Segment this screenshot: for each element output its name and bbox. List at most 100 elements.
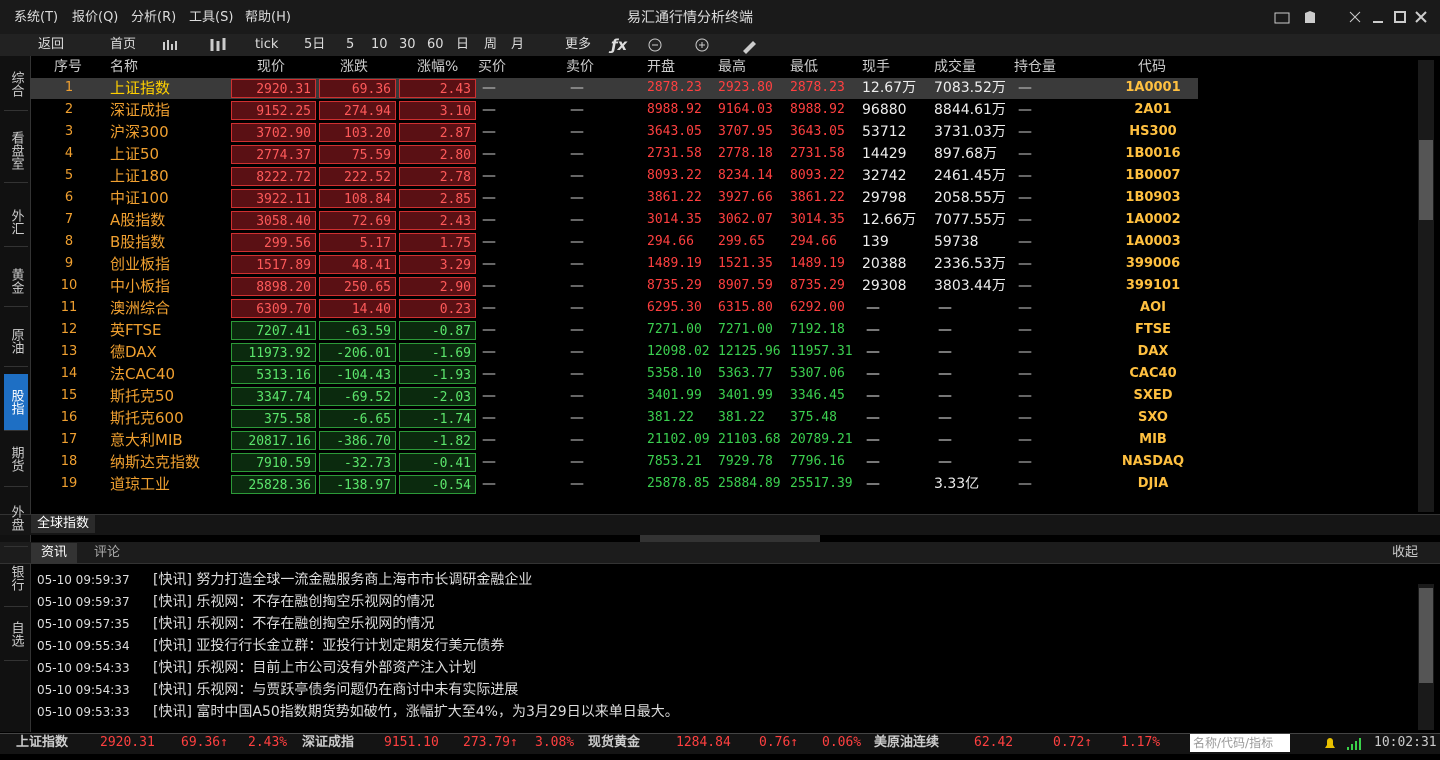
search-placeholder[interactable]: 名称/代码/指标	[1193, 736, 1274, 750]
sheet-tab[interactable]: 全球指数	[31, 515, 96, 533]
zoom-in[interactable]	[695, 38, 709, 52]
sidebar-tab[interactable]: 黄金	[4, 256, 28, 307]
row-name[interactable]: 斯托克50	[110, 387, 175, 405]
row-name[interactable]: 法CAC40	[110, 365, 176, 383]
menu-item[interactable]: 报价(Q)	[72, 10, 119, 25]
pen-icon[interactable]	[743, 41, 756, 54]
toolbar-btn[interactable]: 日	[456, 37, 470, 52]
row-name[interactable]: 上证180	[110, 167, 169, 185]
news-tab[interactable]: 评论	[94, 545, 121, 560]
news-headline[interactable]: [快讯] 乐视网：不存在融创掏空乐视网的情况	[153, 616, 435, 632]
news-headline[interactable]: [快讯] 富时中国A50指数期货势如破竹，涨幅扩大至4%，为3月29日以来单日最…	[153, 704, 679, 720]
row-name[interactable]: B股指数	[110, 233, 166, 251]
row-name[interactable]: 上证指数	[110, 79, 171, 97]
toolbar-btn[interactable]: 周	[484, 37, 498, 52]
sidebar-tab[interactable]: 股指	[4, 374, 28, 431]
menu-item[interactable]: 分析(R)	[131, 10, 177, 25]
menu-item[interactable]: 帮助(H)	[245, 10, 291, 25]
last-volume: —	[866, 476, 880, 492]
scrollbar[interactable]	[1418, 60, 1434, 512]
sidebar-tab[interactable]: 自选	[4, 608, 28, 661]
row-name[interactable]: 中小板指	[110, 277, 171, 295]
news-tab[interactable]: 资讯	[31, 543, 78, 563]
sidebar-tab[interactable]: 期货	[4, 432, 28, 487]
fx-icon[interactable]: ƒx	[608, 36, 629, 54]
restore-icon[interactable]	[1349, 11, 1361, 23]
row-name[interactable]: A股指数	[110, 211, 166, 229]
row-name[interactable]: 德DAX	[110, 343, 157, 361]
price-box: -1.74	[399, 409, 476, 428]
splitter[interactable]	[640, 535, 820, 542]
sidebar-tab[interactable]: 原油	[4, 316, 28, 367]
symbol-code: 1B0016	[1125, 146, 1181, 161]
row-name[interactable]: 道琼工业	[110, 475, 171, 493]
news-scroll-thumb[interactable]	[1419, 588, 1433, 683]
bell-icon[interactable]	[1325, 738, 1335, 748]
status-quote-change: 69.36↑	[181, 735, 228, 750]
volume: —	[938, 300, 952, 316]
toolbar-btn[interactable]: 返回	[38, 37, 65, 52]
news-headline[interactable]: [快讯] 乐视网：不存在融创掏空乐视网的情况	[153, 594, 435, 610]
toolbar-btn[interactable]: tick	[255, 37, 279, 52]
row-name[interactable]: 纳斯达克指数	[110, 453, 201, 471]
row-name[interactable]: 创业板指	[110, 255, 171, 273]
toolbar-btn[interactable]: 首页	[110, 37, 137, 52]
open-interest: —	[1018, 212, 1032, 228]
toolbar-btn[interactable]: 30	[399, 37, 416, 52]
toolbar-btn[interactable]: 月	[511, 37, 525, 52]
scroll-thumb[interactable]	[1419, 140, 1433, 220]
toolbar-btn[interactable]: 5日	[304, 37, 326, 52]
close-btn[interactable]	[1415, 11, 1427, 23]
row-name[interactable]: 上证50	[110, 145, 160, 163]
symbol-code: 1A0003	[1125, 234, 1181, 249]
column-header: 持仓量	[1014, 59, 1056, 75]
price-box: 222.52	[319, 167, 396, 186]
skin-icon[interactable]	[1305, 11, 1315, 23]
kline-icon[interactable]	[210, 38, 226, 51]
sidebar-tab[interactable]: 综合	[4, 58, 28, 111]
zoom-out[interactable]	[648, 38, 662, 52]
row-name[interactable]: 意大利MIB	[110, 431, 183, 449]
menu-item[interactable]: 工具(S)	[189, 10, 234, 25]
row-name[interactable]: 澳洲综合	[110, 299, 171, 317]
menu-item[interactable]: 系统(T)	[14, 10, 59, 25]
status-bar	[0, 733, 1440, 754]
ohl-value: 8093.22	[647, 168, 702, 183]
ohl-value: 3401.99	[718, 388, 773, 403]
chart-icon[interactable]	[163, 40, 177, 50]
news-headline[interactable]: [快讯] 乐视网：与贾跃亭债务问题仍在商讨中未有实际进展	[153, 682, 519, 698]
ask: —	[570, 278, 584, 294]
ohl-value: 25517.39	[790, 476, 853, 491]
price-box: 7910.59	[231, 453, 316, 472]
row-name[interactable]: 中证100	[110, 189, 169, 207]
ohl-value: 3643.05	[647, 124, 702, 139]
row-name[interactable]: 斯托克600	[110, 409, 184, 427]
search-box[interactable]	[1190, 734, 1290, 752]
bid: —	[482, 124, 496, 140]
row-name[interactable]: 英FTSE	[110, 321, 162, 339]
last-volume: 96880	[862, 102, 907, 118]
last-volume: 139	[862, 234, 889, 250]
collapse-btn[interactable]: 收起	[1392, 545, 1419, 560]
news-headline[interactable]: [快讯] 亚投行行长金立群：亚投行计划定期发行美元债券	[153, 638, 505, 654]
sidebar-tab[interactable]: 看盘室	[4, 118, 28, 183]
row-index: 8	[64, 234, 74, 249]
mail-icon[interactable]	[1274, 12, 1290, 24]
ohl-value: 7192.18	[790, 322, 845, 337]
status-quote-change: 0.76↑	[759, 735, 799, 750]
sidebar-tab[interactable]: 外汇	[4, 198, 28, 247]
max-btn[interactable]	[1394, 11, 1406, 23]
toolbar-btn[interactable]: 60	[427, 37, 444, 52]
sidebar-tab[interactable]: 银行	[4, 550, 28, 607]
news-headline[interactable]: [快讯] 乐视网：目前上市公司没有外部资产注入计划	[153, 660, 477, 676]
sidebar-tab[interactable]: 外盘	[4, 490, 28, 547]
news-headline[interactable]: [快讯] 努力打造全球一流金融服务商上海市市长调研金融企业	[153, 572, 533, 588]
toolbar-btn[interactable]: 10	[371, 37, 388, 52]
toolbar-btn[interactable]: 更多	[565, 37, 592, 52]
row-name[interactable]: 沪深300	[110, 123, 169, 141]
toolbar-btn[interactable]: 5	[346, 37, 355, 52]
ask: —	[570, 234, 584, 250]
ask: —	[570, 256, 584, 272]
row-name[interactable]: 深证成指	[110, 101, 171, 119]
